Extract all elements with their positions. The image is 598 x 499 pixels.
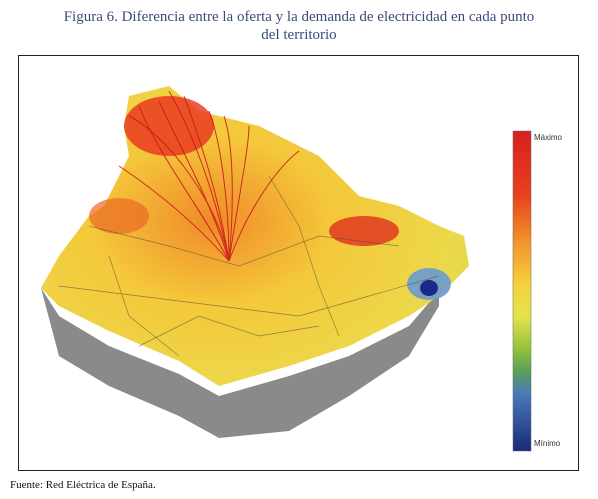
map-side bbox=[41, 288, 439, 438]
flow-lines bbox=[118, 90, 300, 262]
color-scale bbox=[512, 130, 532, 452]
source-note: Fuente: Red Eléctrica de España. bbox=[10, 479, 156, 491]
legend-min-label: Mínimo bbox=[534, 439, 561, 448]
cold-zone bbox=[420, 280, 438, 296]
hot-zone bbox=[329, 216, 399, 246]
figure-image: Máximo Mínimo bbox=[41, 86, 563, 452]
network-lines bbox=[58, 175, 440, 357]
figure-title: Figura 6. Diferencia entre la oferta y l… bbox=[63, 9, 535, 25]
figure-title: del territorio bbox=[261, 27, 337, 43]
legend-max-label: Máximo bbox=[534, 133, 563, 142]
figure-frame: Máximo Mínimo bbox=[18, 55, 579, 471]
map-surface bbox=[41, 86, 469, 386]
hot-zone bbox=[89, 198, 149, 234]
hot-zone bbox=[124, 96, 214, 156]
